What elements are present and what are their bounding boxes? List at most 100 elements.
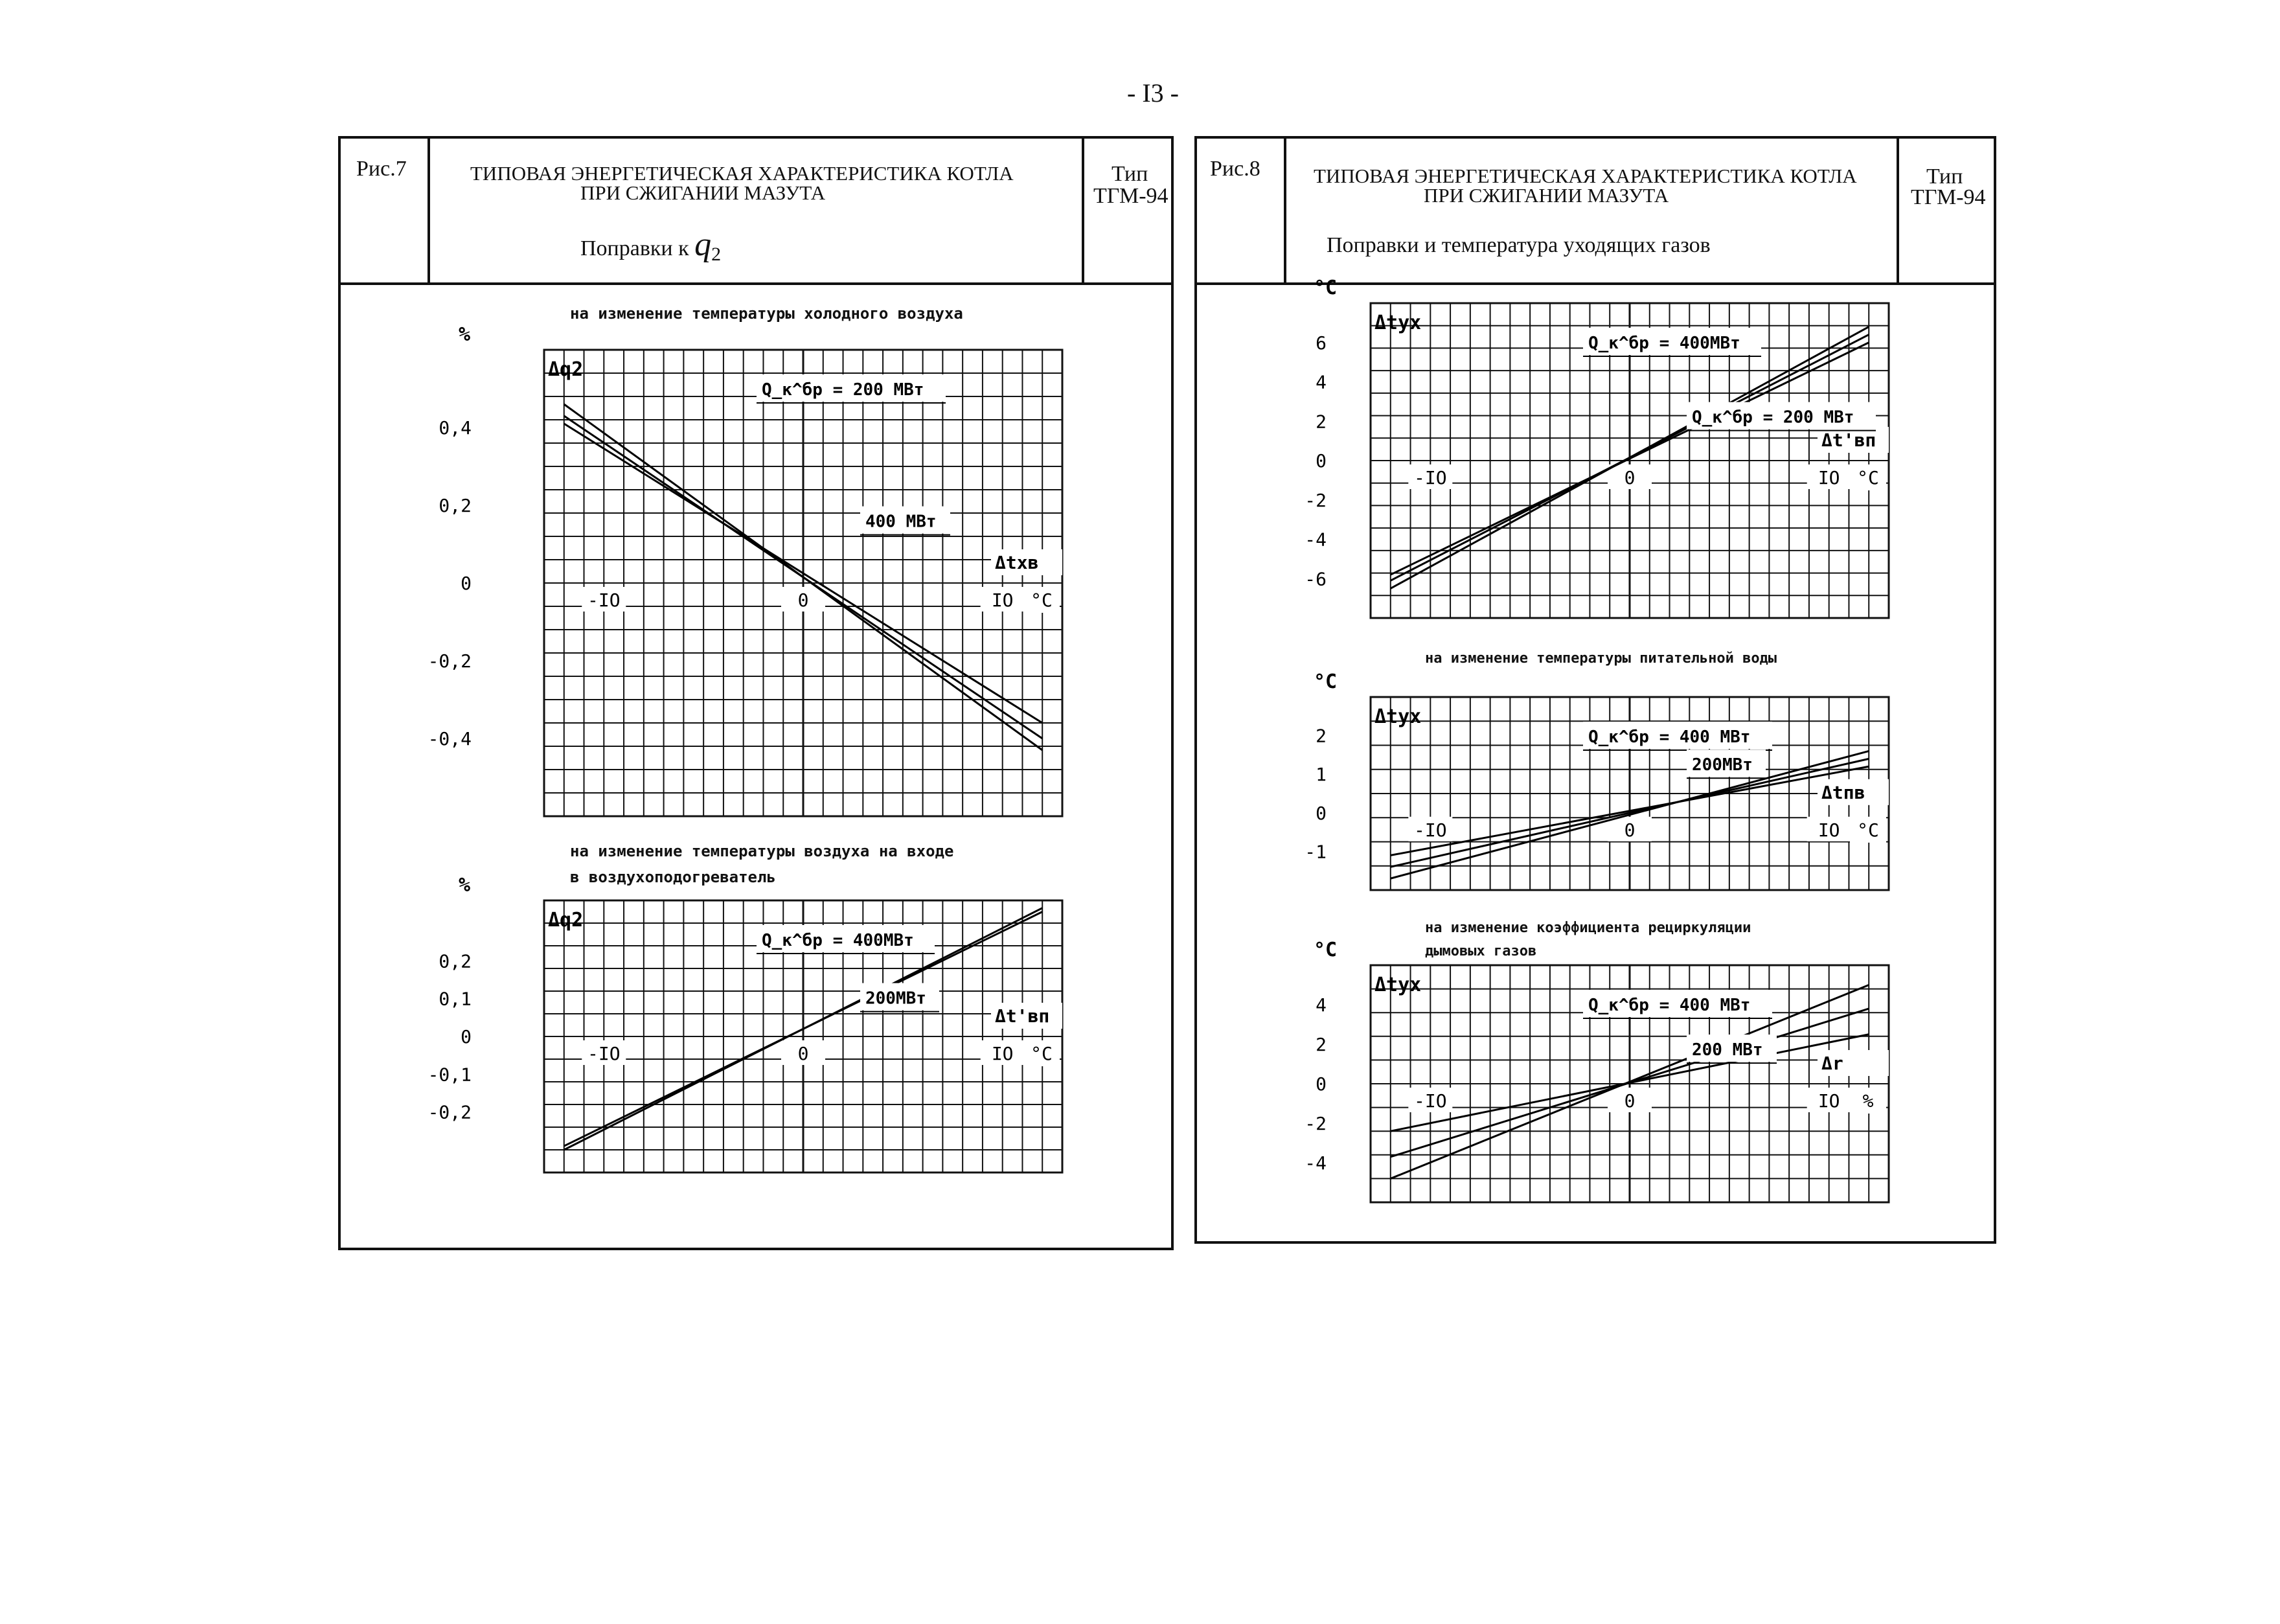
x-tick-label: 0	[798, 1043, 809, 1064]
x-tick-bg	[582, 587, 626, 612]
fig8-header: Рис.8 ТИПОВАЯ ЭНЕРГЕТИЧЕСКАЯ ХАРАКТЕРИСТ…	[1197, 139, 1994, 285]
chart-air-inlet: 0,2 0,1 0 -0,1 -0,2% Δq2 -IO 0 IO Δt'вп °C Q_к^бр =…	[428, 874, 1064, 1174]
chart-recirculation: 4 2 0 -2 -4 °C Δtух -IO 0 IO Δr% Q_к^бр = 400 МВт 20…	[1305, 939, 1890, 1204]
x-tick-label: 0	[1624, 1090, 1636, 1112]
y-tick-label: 4	[1316, 994, 1327, 1016]
y-tick-label: 0,1	[439, 989, 472, 1010]
unit-label: °C	[1314, 939, 1337, 961]
y-tick-label: 0	[1316, 803, 1327, 824]
y-axis-label: Δtух	[1374, 974, 1421, 996]
fig7-header: Рис.7 ТИПОВАЯ ЭНЕРГЕТИЧЕСКАЯ ХАРАКТЕРИСТ…	[341, 139, 1171, 285]
y-tick-label: -0,4	[428, 728, 472, 749]
y-axis-label: Δtух	[1374, 312, 1421, 334]
fig7-subtitle-symbol: q	[694, 226, 712, 263]
y-tick-label: 2	[1316, 411, 1327, 432]
chart-4-group: 4 2 0 -2 -4 °C Δtух -IO 0 IO Δr% Q_к^бр = 400 МВт 20…	[1305, 939, 1890, 1204]
series-line-2	[1390, 341, 1869, 576]
annotation-bg	[1583, 722, 1772, 749]
chart-2-group: 6 4 2 0 -2 -4 -6 °C Δtух -IO 0 IO Δt'вп °C Q_к^бр = 40…	[1305, 277, 1890, 619]
chart-feed-water: 2 1 0 -1 °C Δtух -IO 0 IO Δtпв °C Q_к^бр = 400 МВт 2…	[1305, 670, 1890, 891]
y-tick-label: 0,2	[439, 950, 472, 972]
y-tick-label: -0,2	[428, 1102, 472, 1123]
x-unit-label: °C	[1031, 589, 1053, 611]
x-tick-label: IO	[1818, 1090, 1840, 1112]
y-tick-label: 4	[1316, 372, 1327, 393]
y-tick-label: 0	[461, 1026, 472, 1047]
series-line-1	[1390, 757, 1869, 868]
fig7-type-label: Тип	[1112, 162, 1148, 186]
x-tick-label: 0	[1624, 819, 1636, 841]
y-tick-label: -1	[1305, 841, 1327, 862]
y-tick-label: 0,4	[439, 417, 472, 439]
x-axis-label: Δt'вп	[995, 1005, 1049, 1027]
x-unit-bg	[1850, 816, 1886, 843]
chart2-caption-line1: на изменение температуры воздуха на вход…	[570, 842, 954, 860]
fig7-label: Рис.7	[356, 157, 407, 181]
y-tick-label: -6	[1305, 568, 1327, 589]
y-tick-label: -2	[1305, 490, 1327, 511]
x-tick-bg	[1608, 464, 1652, 489]
fig8-type-label: Тип	[1926, 165, 1963, 189]
chart-flue-gas-temp: 6 4 2 0 -2 -4 -6 °C Δtух -IO 0 IO Δt'вп °C Q_к^бр = 40…	[1305, 277, 1890, 619]
chart5-caption-line2: дымовых газов	[1425, 943, 1537, 959]
y-tick-label: 0	[1316, 450, 1327, 472]
x-tick-label: IO	[1818, 819, 1840, 841]
annotation-bg	[1583, 328, 1761, 355]
x-tick-bg	[980, 587, 1025, 612]
chart-3-group: 2 1 0 -1 °C Δtух -IO 0 IO Δtпв °C Q_к^бр = 400 МВт 2…	[1305, 670, 1890, 891]
y-tick-label: 0	[1316, 1073, 1327, 1095]
unit-label: %	[459, 874, 470, 897]
chart-0-group: 0,4 0,2 0 -0,2 -0,4% Δq2 -IO 0 IO Δtхв °C Q_к^бр = …	[428, 323, 1064, 818]
x-tick-bg	[980, 1040, 1025, 1065]
annotation-bg	[1687, 749, 1766, 777]
x-axis-label: Δr	[1821, 1053, 1843, 1074]
x-tick-label: IO	[992, 589, 1014, 611]
fig7-subtitle-sub: 2	[711, 243, 722, 265]
y-tick-label: 2	[1316, 726, 1327, 747]
unit-label: %	[459, 323, 470, 346]
x-unit-bg	[1850, 1088, 1886, 1114]
y-tick-label: -0,1	[428, 1064, 472, 1085]
page-number: - I3 -	[1127, 78, 1179, 108]
x-tick-bg	[1408, 816, 1453, 841]
y-tick-label: 0	[461, 573, 472, 594]
x-unit-label: °C	[1857, 819, 1879, 841]
annotation-bg	[1687, 1035, 1777, 1062]
y-tick-label: -4	[1305, 529, 1327, 551]
x-tick-bg	[1608, 816, 1652, 841]
fig7-title-line2: ПРИ СЖИГАНИИ МАЗУТА	[580, 181, 826, 204]
fig7-subtitle-text: Поправки к	[580, 236, 689, 260]
x-unit-bg	[1023, 587, 1060, 613]
x-tick-label: -IO	[1414, 1090, 1447, 1112]
x-unit-bg	[1023, 1040, 1060, 1066]
x-tick-label: -IO	[587, 589, 621, 611]
series-line-1	[564, 911, 1043, 1147]
x-tick-bg	[781, 587, 825, 612]
series-annotation: 200 МВт	[1692, 1040, 1763, 1060]
x-tick-bg	[1807, 1088, 1851, 1112]
series-line-1	[563, 415, 1043, 740]
fig7-type-value: ТГМ-94	[1093, 184, 1168, 208]
x-label-bg	[991, 549, 1062, 575]
y-axis-label: Δq2	[548, 909, 583, 932]
x-axis-label: Δtхв	[995, 552, 1038, 573]
x-tick-label: -IO	[587, 1043, 621, 1064]
y-tick-label: 0,2	[439, 495, 472, 516]
series-line-0	[1390, 749, 1869, 880]
unit-label: °C	[1314, 277, 1337, 299]
y-tick-label: -4	[1305, 1152, 1327, 1174]
unit-label: °C	[1314, 670, 1337, 693]
series-annotation: Q_к^бр = 400МВт	[762, 931, 914, 950]
fig8-title-line2: ПРИ СЖИГАНИИ МАЗУТА	[1424, 184, 1669, 207]
fig7-title-line1: ТИПОВАЯ ЭНЕРГЕТИЧЕСКАЯ ХАРАКТЕРИСТИКА КО…	[470, 162, 1014, 185]
x-tick-label: IO	[992, 1043, 1014, 1064]
series-annotation: Q_к^бр = 400МВт	[1588, 334, 1740, 353]
x-tick-bg	[1807, 464, 1851, 489]
fig8-label: Рис.8	[1210, 157, 1260, 181]
x-label-bg	[991, 1003, 1062, 1029]
x-unit-label: °C	[1857, 467, 1879, 488]
fig8-type-value: ТГМ-94	[1911, 185, 1986, 209]
series-annotation: Q_к^бр = 400 МВт	[1588, 727, 1750, 747]
annotation-bg	[757, 374, 946, 402]
x-tick-label: IO	[1818, 467, 1840, 488]
